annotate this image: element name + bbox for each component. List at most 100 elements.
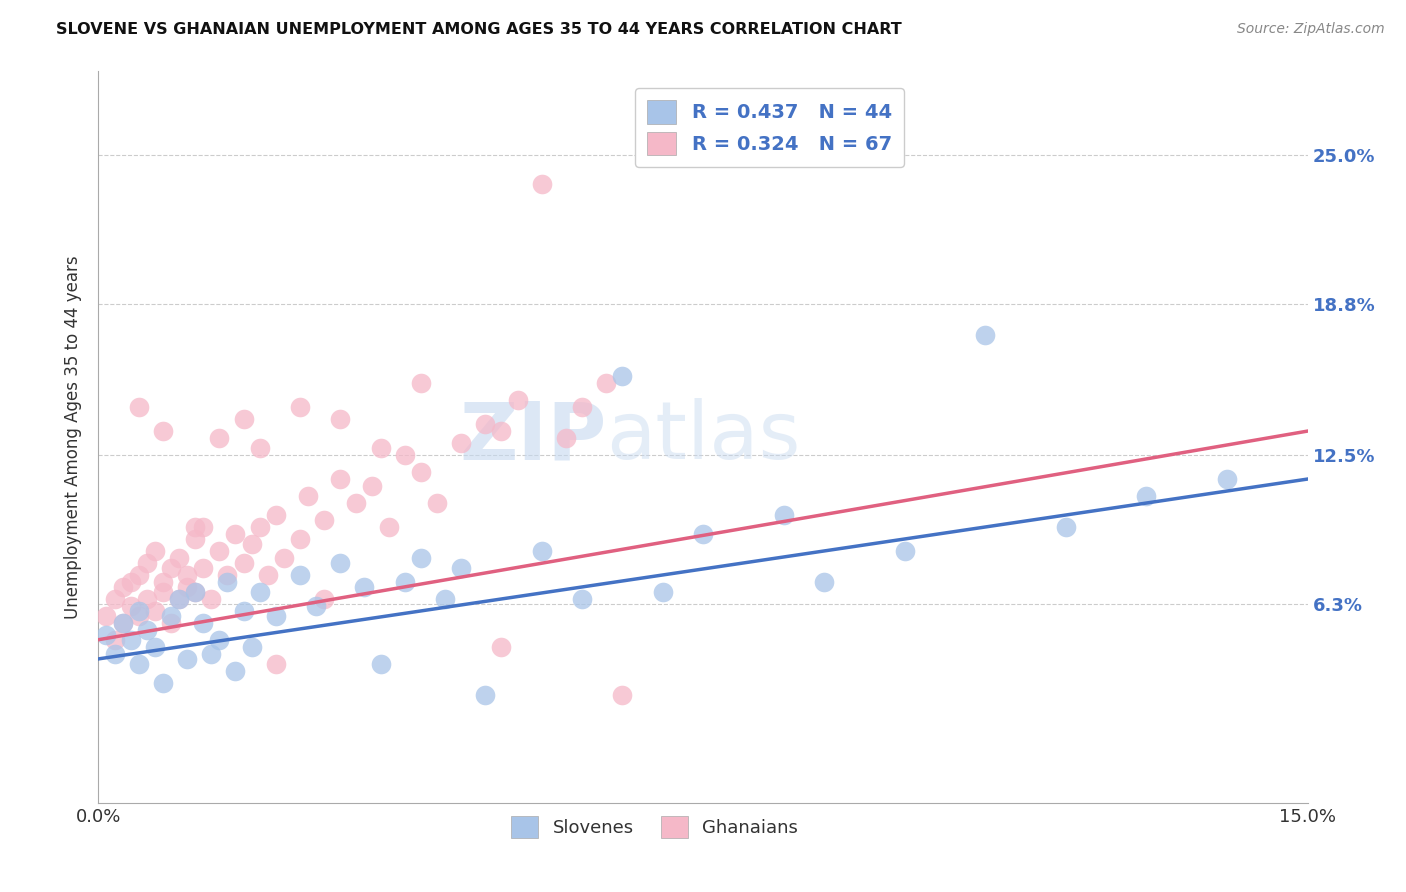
Point: [152, 584, 174, 599]
Point: [361, 479, 384, 493]
Point: [450, 561, 472, 575]
Point: [264, 657, 287, 671]
Point: [193, 520, 215, 534]
Point: [1135, 489, 1157, 503]
Point: [240, 640, 263, 654]
Point: [128, 657, 150, 671]
Point: [103, 647, 125, 661]
Point: [128, 400, 150, 414]
Point: [240, 537, 263, 551]
Point: [217, 568, 239, 582]
Point: [329, 412, 352, 426]
Point: [143, 640, 166, 654]
Point: [160, 615, 183, 630]
Point: [128, 604, 150, 618]
Point: [232, 556, 254, 570]
Point: [193, 561, 215, 575]
Point: [772, 508, 794, 522]
Point: [571, 400, 593, 414]
Point: [176, 580, 198, 594]
Point: [256, 568, 278, 582]
Point: [176, 568, 198, 582]
Point: [135, 556, 157, 570]
Point: [208, 431, 231, 445]
Point: [409, 376, 432, 391]
Point: [288, 532, 311, 546]
Point: [297, 489, 319, 503]
Point: [160, 608, 183, 623]
Point: [128, 608, 150, 623]
Point: [344, 496, 367, 510]
Point: [474, 417, 496, 431]
Point: [491, 424, 513, 438]
Point: [128, 568, 150, 582]
Point: [208, 544, 231, 558]
Point: [612, 368, 634, 383]
Point: [249, 584, 271, 599]
Point: [377, 520, 399, 534]
Point: [167, 591, 190, 606]
Y-axis label: Unemployment Among Ages 35 to 44 years: Unemployment Among Ages 35 to 44 years: [65, 255, 83, 619]
Point: [152, 676, 174, 690]
Point: [353, 580, 375, 594]
Point: [120, 599, 142, 614]
Point: [555, 431, 578, 445]
Point: [370, 657, 392, 671]
Point: [409, 465, 432, 479]
Point: [1054, 520, 1077, 534]
Point: [135, 623, 157, 637]
Point: [176, 652, 198, 666]
Point: [612, 688, 634, 702]
Point: [273, 551, 295, 566]
Point: [232, 412, 254, 426]
Point: [288, 400, 311, 414]
Text: SLOVENE VS GHANAIAN UNEMPLOYMENT AMONG AGES 35 TO 44 YEARS CORRELATION CHART: SLOVENE VS GHANAIAN UNEMPLOYMENT AMONG A…: [56, 22, 903, 37]
Text: atlas: atlas: [606, 398, 800, 476]
Point: [184, 532, 207, 546]
Point: [314, 591, 336, 606]
Point: [232, 604, 254, 618]
Point: [450, 436, 472, 450]
Point: [96, 608, 118, 623]
Point: [409, 551, 432, 566]
Point: [329, 472, 352, 486]
Point: [224, 664, 246, 678]
Point: [506, 392, 529, 407]
Point: [143, 604, 166, 618]
Text: ZIP: ZIP: [458, 398, 606, 476]
Point: [813, 575, 835, 590]
Point: [530, 177, 553, 191]
Point: [167, 551, 190, 566]
Point: [152, 424, 174, 438]
Point: [370, 441, 392, 455]
Point: [152, 575, 174, 590]
Point: [184, 584, 207, 599]
Point: [224, 527, 246, 541]
Point: [394, 448, 416, 462]
Point: [111, 615, 134, 630]
Point: [651, 584, 673, 599]
Point: [200, 591, 222, 606]
Point: [474, 688, 496, 702]
Point: [426, 496, 449, 510]
Point: [120, 575, 142, 590]
Point: [893, 544, 915, 558]
Point: [200, 647, 222, 661]
Point: [595, 376, 617, 391]
Point: [329, 556, 352, 570]
Point: [394, 575, 416, 590]
Point: [305, 599, 328, 614]
Point: [434, 591, 457, 606]
Point: [491, 640, 513, 654]
Point: [184, 520, 207, 534]
Point: [167, 591, 190, 606]
Point: [249, 520, 271, 534]
Point: [103, 591, 125, 606]
Point: [160, 561, 183, 575]
Point: [111, 580, 134, 594]
Point: [217, 575, 239, 590]
Point: [314, 513, 336, 527]
Point: [96, 628, 118, 642]
Point: [143, 544, 166, 558]
Point: [193, 615, 215, 630]
